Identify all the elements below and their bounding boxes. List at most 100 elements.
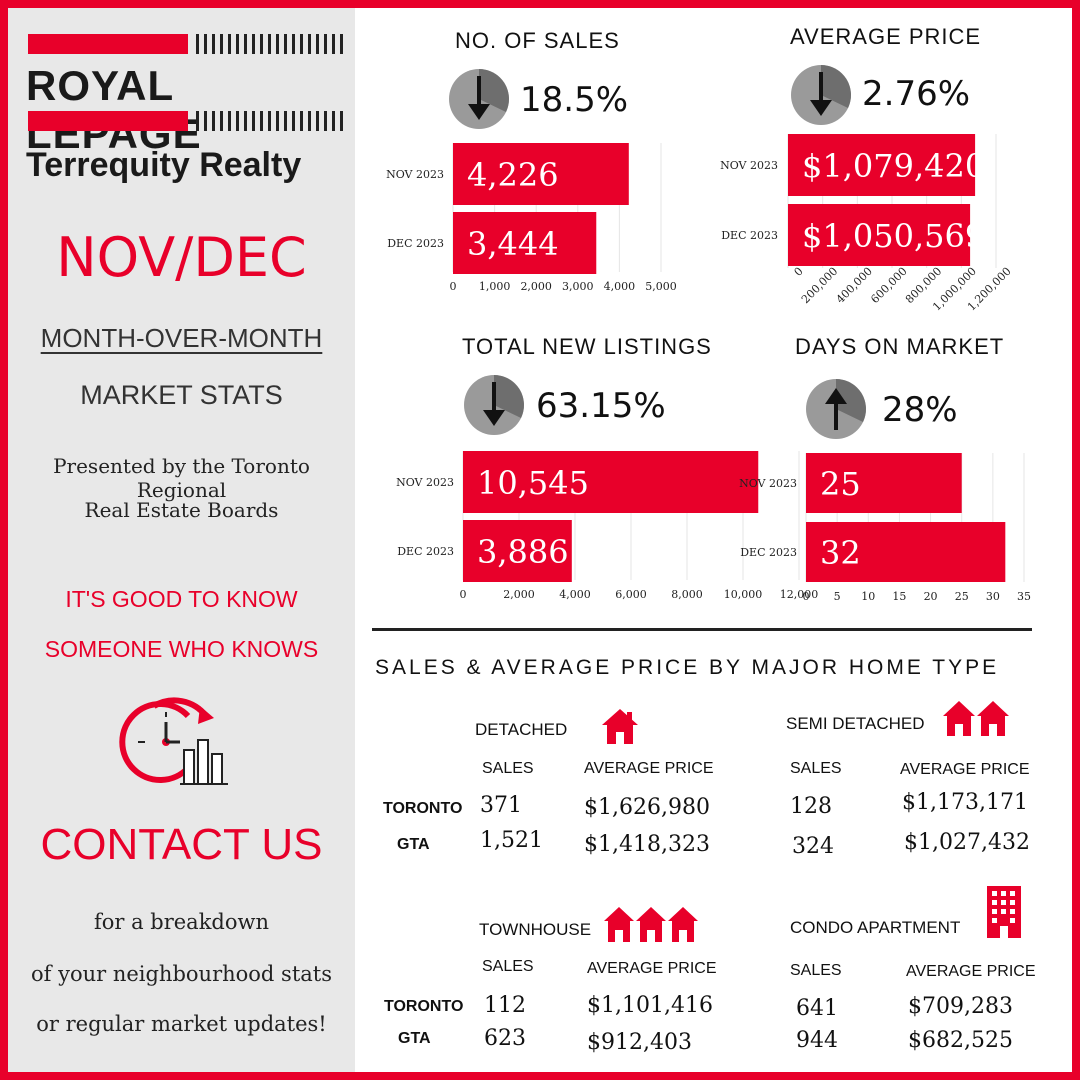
avg-price-bar-chart: 0200,000400,000600,000800,0001,000,0001,… [720,134,1014,313]
bar-value-label: 3,444 [467,225,559,263]
days-on-market-chart-title: DAYS ON MARKET [795,334,1005,359]
bar [806,453,962,513]
logo-ticks-bottom [196,111,346,131]
contact-us[interactable]: CONTACT US [40,820,323,869]
category-label: NOV 2023 [396,476,454,489]
bar [453,212,597,274]
semi-gta-price: $1,027,432 [904,830,1030,855]
condo-gta-price: $682,525 [908,1028,1013,1053]
bar-value-label: $1,050,569 [802,217,985,255]
tagline-line1: IT'S GOOD TO KNOW [65,586,298,612]
home-type-semi-detached: SEMI DETACHED [786,714,925,733]
town-gta-price: $912,403 [587,1030,692,1055]
col-sales-detached: SALES [482,760,534,777]
period-heading: NOV/DEC [56,226,307,289]
sidebar: ROYAL LEPAGE Terrequity Realty NOV/DEC M… [8,8,355,1072]
category-label: NOV 2023 [739,477,797,490]
logo-bar-bottom [28,111,188,131]
town-gta-sales: 623 [484,1026,526,1051]
town-toronto-sales: 112 [484,993,526,1018]
x-tick-label: 20 [924,590,938,603]
town-toronto-price: $1,101,416 [587,993,713,1018]
x-tick-label: 5 [834,590,841,603]
category-label: DEC 2023 [397,545,454,558]
new-listings-chart-title: TOTAL NEW LISTINGS [462,334,712,359]
tagline-line2: SOMEONE WHO KNOWS [44,636,319,662]
sales-bar-chart: 0 1,000 2,000 3,000 4,000 5,000 4,226 NOV 2023 3… [386,143,677,293]
logo-text: ROYAL LEPAGE [26,62,202,157]
semi-detached-icon [943,701,1009,736]
presented-by-line2: Real Estate Boards [84,498,279,522]
x-tick-label: 4,000 [604,280,636,293]
category-label: NOV 2023 [720,159,778,172]
breakdown-line3: or regular market updates! [36,1012,327,1036]
days-on-market-change-percent: 28% [882,390,958,430]
breakdown-line1: for a breakdown [93,910,270,934]
x-tick-label: 2,000 [503,588,535,601]
bar [463,520,572,582]
market-stats-heading: MARKET STATS [80,380,283,410]
logo-ticks-top [196,34,346,54]
home-type-detached: DETACHED [475,720,568,739]
condo-toronto-price: $709,283 [908,994,1013,1019]
category-label: DEC 2023 [387,237,444,250]
col-sales-semi: SALES [790,760,842,777]
x-tick-label: 5,000 [645,280,677,293]
category-label: NOV 2023 [386,168,444,181]
bar [788,204,971,266]
x-tick-label: 3,000 [562,280,594,293]
x-tick-label: 25 [955,590,969,603]
bar [806,522,1006,582]
x-tick-label: 200,000 [799,265,840,306]
col-price-condo: AVERAGE PRICE [906,963,1036,980]
x-tick-label: 30 [986,590,1000,603]
detached-gta-price: $1,418,323 [584,832,710,857]
col-price-semi: AVERAGE PRICE [900,761,1030,778]
bar-value-label: 25 [820,465,861,503]
region-toronto-2: TORONTO [384,998,464,1015]
new-listings-change-percent: 63.15% [536,386,666,426]
semi-gta-sales: 324 [792,834,834,859]
presented-by-line1: Presented by the Toronto Regional [53,454,310,502]
col-price-town: AVERAGE PRICE [587,960,717,977]
avg-price-chart-title: AVERAGE PRICE [790,24,982,49]
breakdown-line2: of your neighbourhood stats [30,962,332,986]
x-tick-label: 600,000 [868,265,909,306]
x-tick-label: 12,000 [780,588,819,601]
home-type-table-title: SALES & AVERAGE PRICE BY MAJOR HOME TYPE [375,656,1000,679]
x-tick-label: 10 [861,590,875,603]
bar [463,451,759,513]
detached-gta-sales: 1,521 [480,828,543,853]
x-tick-label: 400,000 [834,265,875,306]
x-tick-label: 0 [450,280,457,293]
detached-toronto-price: $1,626,980 [584,795,710,820]
bar-value-label: 10,545 [477,464,589,502]
arrow-down-icon [464,375,524,435]
new-listings-bar-chart: 0 2,000 4,000 6,000 8,000 10,000 12,000 10,545 N… [396,451,819,601]
clock-chart-icon [119,697,228,785]
bar-value-label: $1,079,420 [802,147,985,185]
x-tick-label: 0 [803,590,810,603]
arrow-down-icon [791,65,851,125]
region-gta: GTA [397,836,430,853]
x-tick-label: 6,000 [615,588,647,601]
townhouse-icon [604,907,698,942]
section-divider [372,628,1032,631]
x-tick-label: 35 [1017,590,1031,603]
x-tick-label: 8,000 [671,588,703,601]
sales-change-percent: 18.5% [520,80,629,120]
detached-toronto-sales: 371 [480,793,522,818]
category-label: DEC 2023 [721,229,778,242]
sales-chart-title: NO. OF SALES [455,28,620,53]
bar [788,134,976,196]
semi-toronto-price: $1,173,171 [902,790,1028,815]
avg-price-change-percent: 2.76% [862,74,971,114]
x-tick-label: 2,000 [520,280,552,293]
bar-value-label: 3,886 [477,533,569,571]
category-label: DEC 2023 [740,546,797,559]
col-sales-town: SALES [482,958,534,975]
x-tick-label: 4,000 [559,588,591,601]
condo-toronto-sales: 641 [796,996,838,1021]
x-tick-label: 15 [892,590,906,603]
col-sales-condo: SALES [790,962,842,979]
